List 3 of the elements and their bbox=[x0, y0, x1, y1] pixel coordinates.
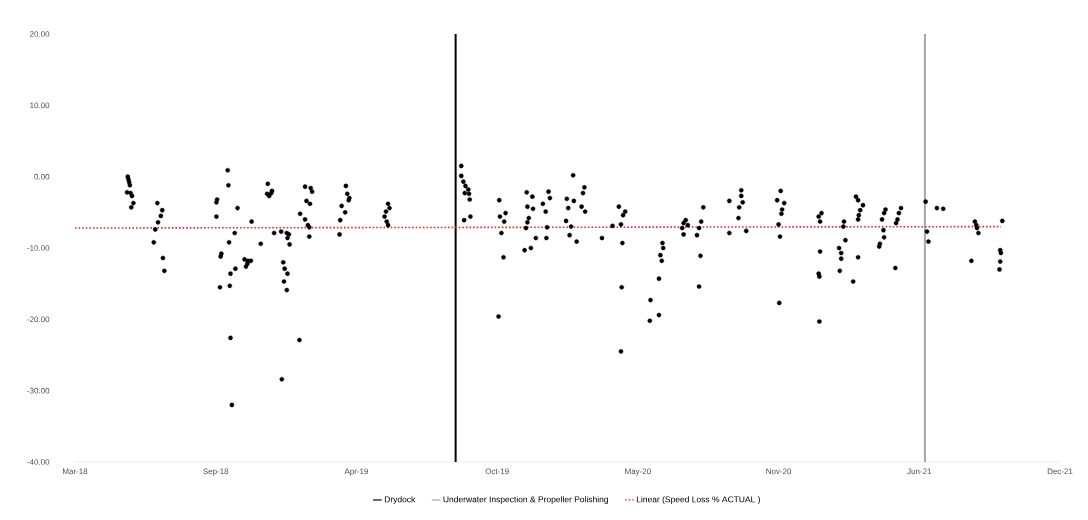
legend-label: Drydock bbox=[384, 496, 416, 505]
legend-label: Linear (Speed Loss % ACTUAL ) bbox=[636, 496, 760, 505]
legend-label: Underwater Inspection & Propeller Polishing bbox=[443, 496, 609, 505]
